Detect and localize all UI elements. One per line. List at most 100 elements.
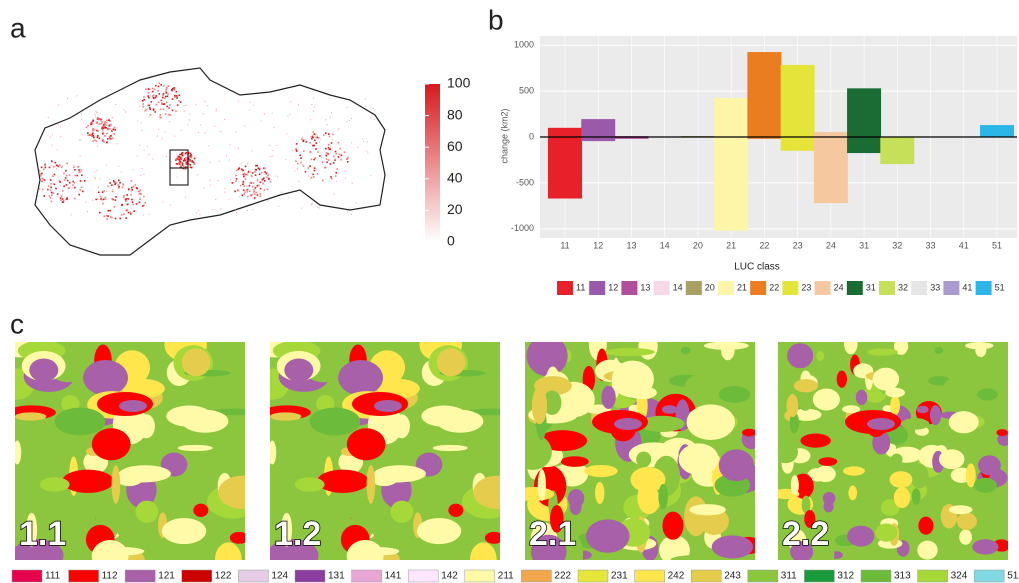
speckle (123, 109, 124, 110)
speckle (154, 89, 156, 91)
speckle (107, 186, 109, 188)
speckle (133, 186, 135, 188)
speckle (264, 168, 266, 170)
map-label: 2.1 (529, 515, 576, 553)
legend-swatch (804, 570, 834, 582)
land-patch (800, 434, 830, 448)
speckle (332, 134, 334, 136)
land-patch (848, 486, 857, 501)
speckle (101, 121, 103, 123)
legend-label: 31 (866, 282, 876, 292)
speckle (52, 134, 53, 135)
speckle (56, 165, 58, 167)
speckle (116, 127, 117, 128)
speckle (171, 161, 172, 162)
speckle (315, 134, 317, 136)
land-patch (894, 487, 910, 508)
speckle (144, 202, 146, 204)
bar (781, 65, 815, 137)
speckle (365, 106, 366, 107)
speckle (298, 104, 299, 105)
land-patch (890, 471, 913, 488)
speckle (249, 109, 250, 110)
land-patch (965, 342, 993, 349)
colorbar-tick-label: 60 (447, 138, 463, 154)
speckle (125, 112, 126, 113)
speckle (185, 152, 187, 154)
land-patch (875, 524, 897, 542)
speckle (198, 132, 199, 133)
speckle (321, 157, 322, 158)
speckle (352, 183, 353, 184)
colorbar-tick-label: 40 (447, 170, 463, 186)
legend-label: 23 (801, 282, 811, 292)
urban-patch (374, 400, 402, 412)
speckle (96, 112, 97, 113)
speckle (254, 197, 256, 199)
speckle (66, 184, 68, 186)
speckle (155, 97, 157, 99)
speckle (97, 137, 99, 139)
speckle (185, 197, 186, 198)
speckle (84, 180, 86, 182)
legend-swatch (621, 281, 637, 295)
speckle (226, 155, 227, 156)
speckle (334, 194, 335, 195)
speckle (100, 196, 102, 198)
land-patch (317, 470, 369, 493)
speckle (315, 142, 317, 144)
speckle (251, 176, 252, 177)
speckle (140, 189, 142, 191)
speckle (182, 152, 184, 154)
speckle (270, 180, 271, 181)
speckle (315, 148, 317, 150)
legend-swatch (578, 570, 608, 582)
bar (581, 119, 615, 137)
speckle (168, 114, 170, 116)
speckle (97, 117, 99, 119)
speckle (261, 120, 262, 121)
speckle (184, 110, 185, 111)
land-patch (601, 386, 615, 409)
bar (714, 98, 748, 137)
speckle (253, 192, 254, 193)
legend-label: 121 (158, 571, 175, 582)
speckle (326, 124, 327, 125)
speckle (148, 116, 149, 117)
legend-label: 122 (215, 571, 232, 582)
land-patch (679, 443, 719, 475)
speckle (94, 177, 95, 178)
speckle (113, 129, 115, 131)
speckle (303, 165, 305, 167)
speckle (325, 119, 326, 120)
speckle (109, 179, 110, 180)
land-patch (92, 428, 131, 460)
speckle (256, 165, 258, 167)
x-tick-label: 24 (826, 240, 836, 250)
speckle (49, 195, 51, 197)
speckle (260, 193, 262, 195)
speckle (48, 189, 49, 190)
speckle (92, 123, 94, 125)
legend-swatch (12, 570, 42, 582)
speckle (98, 192, 100, 194)
speckle (100, 119, 102, 121)
land-patch (15, 412, 47, 420)
speckle (50, 197, 52, 199)
land-patch (193, 504, 208, 517)
speckle (126, 209, 128, 211)
speckle (159, 116, 160, 117)
speckle (307, 168, 308, 169)
speckle (95, 116, 96, 117)
speckle (111, 198, 113, 200)
speckle (119, 182, 121, 184)
speckle (54, 174, 56, 176)
speckle (72, 187, 73, 188)
speckle (115, 218, 117, 220)
legend-label: 141 (385, 571, 402, 582)
speckle (41, 178, 43, 180)
bar (847, 137, 881, 153)
speckle (107, 210, 109, 212)
speckle (243, 174, 245, 176)
speckle (129, 212, 131, 214)
